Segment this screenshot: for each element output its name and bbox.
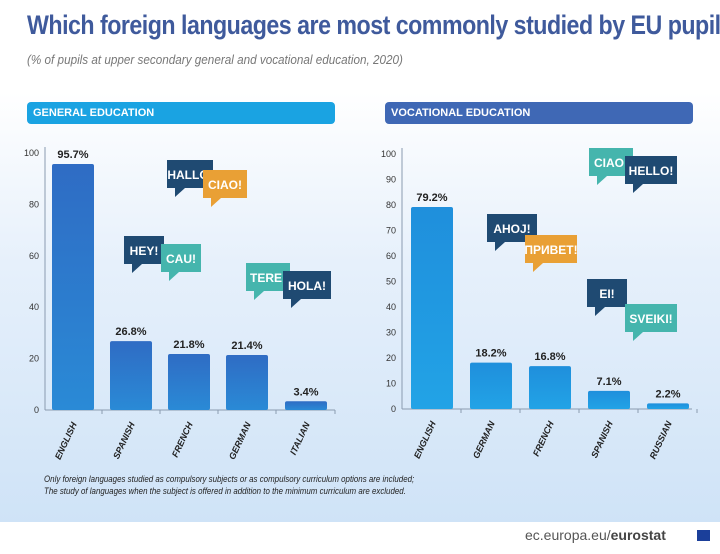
eu-flag-icon — [697, 530, 710, 541]
general-data-label: 95.7% — [57, 149, 88, 161]
vocational-bar-english — [411, 207, 453, 409]
vocational-y-tick-label: 100 — [381, 149, 396, 159]
vocational-data-label: 79.2% — [416, 192, 447, 204]
vocational-category-label: GERMAN — [471, 419, 497, 460]
bubble-text: HEY! — [130, 244, 159, 258]
bubble-text: CAU! — [166, 252, 196, 266]
source-brand: eurostat — [610, 527, 666, 543]
general-y-tick-label: 40 — [29, 302, 39, 312]
vocational-data-label: 2.2% — [655, 388, 680, 400]
vocational-bar-russian — [647, 403, 689, 409]
footnote: Only foreign languages studied as compul… — [44, 473, 414, 497]
vocational-category-label: FRENCH — [531, 419, 556, 458]
bubble-text: HOLA! — [288, 279, 326, 293]
bubble-text: EI! — [599, 287, 614, 301]
vocational-y-tick-label: 40 — [386, 302, 396, 312]
source-link[interactable]: ec.europa.eu/eurostat — [525, 527, 666, 543]
vocational-y-tick-label: 80 — [386, 200, 396, 210]
footnote-line-2: The study of languages when the subject … — [44, 486, 406, 496]
general-education-header: GENERAL EDUCATION — [27, 102, 335, 124]
bubble-text: SVEIKI! — [629, 312, 672, 326]
general-speech-bubble: CIAO! — [203, 170, 247, 207]
general-bar-german — [226, 355, 268, 410]
vocational-speech-bubble: SVEIKI! — [625, 304, 677, 341]
vocational-y-tick-label: 30 — [386, 328, 396, 338]
vocational-y-tick-label: 50 — [386, 277, 396, 287]
bubble-text: HELLO! — [629, 164, 674, 178]
vocational-speech-bubble: HELLO! — [625, 156, 677, 193]
vocational-y-tick-label: 20 — [386, 353, 396, 363]
general-data-label: 3.4% — [293, 386, 318, 398]
general-category-label: ITALIAN — [288, 420, 312, 456]
general-category-label: ENGLISH — [53, 420, 79, 461]
vocational-education-header: VOCATIONAL EDUCATION — [385, 102, 693, 124]
bubble-text: AHOJ! — [493, 222, 530, 236]
general-category-label: FRENCH — [170, 420, 195, 459]
vocational-y-tick-label: 90 — [386, 175, 396, 185]
page-subtitle: (% of pupils at upper secondary general … — [27, 52, 403, 67]
vocational-speech-bubble: ПРИВЕТ! — [524, 235, 578, 272]
general-data-label: 21.8% — [173, 339, 204, 351]
general-y-tick-label: 80 — [29, 199, 39, 209]
general-speech-bubble: TERE! — [246, 263, 290, 300]
vocational-data-label: 7.1% — [596, 376, 621, 388]
general-y-tick-label: 20 — [29, 354, 39, 364]
vocational-y-tick-label: 0 — [391, 404, 396, 414]
vocational-y-tick-label: 10 — [386, 379, 396, 389]
bubble-text: CIAO! — [208, 178, 242, 192]
page-title: Which foreign languages are most commonl… — [27, 10, 720, 40]
general-bar-french — [168, 353, 210, 410]
vocational-category-label: RUSSIAN — [648, 419, 674, 460]
vocational-bar-german — [470, 362, 512, 409]
bubble-text: CIAO! — [594, 156, 628, 170]
vocational-bar-french — [529, 366, 571, 409]
general-y-tick-label: 60 — [29, 251, 39, 261]
vocational-bar-spanish — [588, 390, 630, 409]
general-speech-bubble: HEY! — [124, 236, 164, 273]
vocational-data-label: 16.8% — [534, 351, 565, 363]
general-y-tick-label: 0 — [34, 405, 39, 415]
vocational-speech-bubble: EI! — [587, 279, 627, 316]
vocational-speech-bubble: CIAO! — [589, 148, 633, 185]
vocational-y-tick-label: 60 — [386, 251, 396, 261]
general-bar-english — [52, 164, 94, 410]
general-category-label: SPANISH — [111, 420, 137, 460]
vocational-y-tick-label: 70 — [386, 226, 396, 236]
bubble-text: HALLO! — [167, 168, 212, 182]
general-data-label: 21.4% — [231, 340, 262, 352]
general-y-tick-label: 100 — [24, 148, 39, 158]
vocational-category-label: SPANISH — [589, 419, 615, 459]
general-category-label: GERMAN — [227, 420, 253, 461]
general-bar-spanish — [110, 341, 152, 410]
footnote-line-1: Only foreign languages studied as compul… — [44, 474, 415, 484]
general-speech-bubble: HOLA! — [283, 271, 331, 308]
general-data-label: 26.8% — [115, 326, 146, 338]
bubble-text: ПРИВЕТ! — [524, 243, 577, 257]
vocational-data-label: 18.2% — [475, 348, 506, 360]
vocational-category-label: ENGLISH — [412, 419, 438, 460]
general-bar-italian — [285, 401, 327, 410]
general-speech-bubble: CAU! — [161, 244, 201, 281]
bubble-text: TERE! — [250, 271, 286, 285]
source-prefix: ec.europa.eu/ — [525, 527, 611, 543]
